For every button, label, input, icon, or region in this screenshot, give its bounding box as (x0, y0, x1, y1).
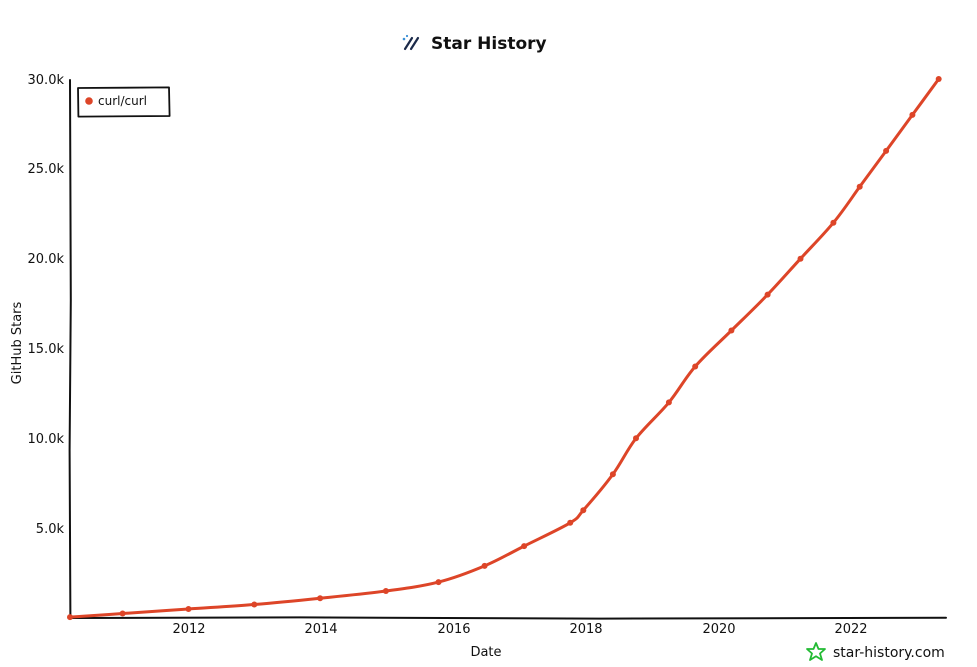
series-line-1 (68, 77, 941, 619)
data-point (830, 219, 837, 226)
y-axis (68, 79, 72, 619)
data-point (883, 147, 890, 154)
data-point (435, 579, 442, 586)
data-point (567, 519, 574, 526)
legend: curl/curl (77, 86, 171, 118)
data-point (797, 255, 804, 262)
data-point (633, 435, 639, 442)
y-axis-label: GitHub Stars (10, 301, 25, 384)
data-point (692, 363, 699, 370)
sparkle-slash-icon (402, 34, 420, 51)
data-point (481, 562, 488, 569)
data-point (382, 588, 389, 594)
y-tick-label: 30.0k (28, 73, 65, 88)
watermark: star-history.com (806, 642, 945, 661)
y-tick-label: 20.0k (28, 252, 65, 267)
data-point (317, 595, 324, 602)
data-point (909, 111, 916, 118)
x-tick-label: 2016 (437, 622, 470, 637)
star-history-logo-icon (806, 642, 826, 661)
data-point (580, 507, 587, 514)
data-point (764, 291, 771, 298)
y-tick-label: 15.0k (28, 342, 65, 357)
data-point (728, 327, 735, 334)
y-tick-label: 5.0k (36, 522, 65, 537)
x-axis (68, 616, 947, 620)
data-point (935, 76, 942, 82)
data-point (609, 471, 616, 478)
x-tick-label: 2014 (304, 622, 337, 637)
x-tick-labels: 2012 2014 2016 2018 2020 2022 (172, 622, 867, 637)
y-tick-labels: 5.0k 10.0k 15.0k 20.0k 25.0k 30.0k (28, 73, 65, 537)
y-tick-label: 25.0k (28, 162, 65, 177)
x-axis-label: Date (470, 645, 501, 660)
x-tick-label: 2018 (569, 622, 602, 637)
watermark-text: star-history.com (833, 645, 945, 661)
y-tick-label: 10.0k (28, 432, 65, 447)
x-tick-label: 2012 (172, 622, 205, 637)
x-tick-label: 2022 (834, 622, 867, 637)
chart-title-group: Star History (402, 34, 547, 54)
data-point (665, 399, 672, 406)
x-tick-label: 2020 (702, 622, 735, 637)
series-layer (67, 76, 942, 621)
chart-title: Star History (431, 34, 547, 54)
legend-swatch (85, 97, 93, 105)
data-point (67, 614, 73, 621)
legend-entry-label: curl/curl (98, 94, 147, 108)
data-point (856, 183, 863, 190)
data-point (185, 606, 192, 612)
data-point (521, 543, 528, 550)
data-point (119, 610, 126, 617)
data-point (251, 601, 258, 608)
